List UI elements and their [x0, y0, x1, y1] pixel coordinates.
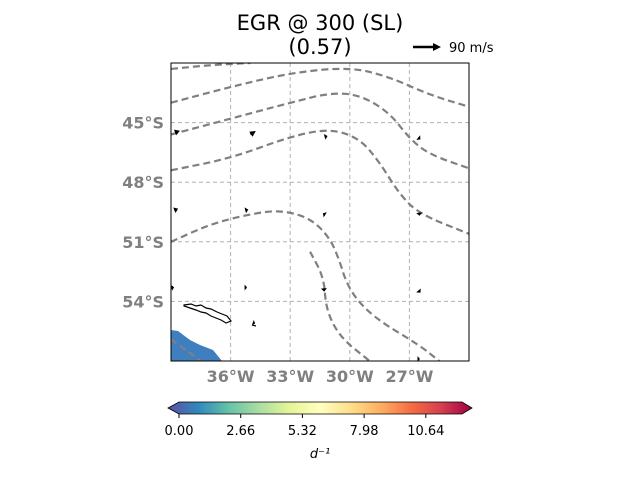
colorbar-tick-label-4: 10.64 — [407, 424, 444, 439]
longitude-tick-labels: 36°W 33°W 30°W 27°W — [207, 367, 434, 386]
wind-vector-5 — [244, 207, 249, 214]
wind-vector-7 — [416, 212, 423, 216]
wind-vector-0 — [174, 129, 180, 136]
contour-lines — [171, 63, 469, 361]
reference-arrow-head — [433, 43, 441, 51]
colorbar-unit-label: d⁻¹ — [310, 447, 330, 462]
wind-vector-3 — [416, 135, 421, 140]
wind-vector-4 — [173, 207, 179, 214]
colorbar-gradient — [167, 401, 473, 415]
wind-vector-8 — [171, 284, 175, 291]
lat-label-0: 45°S — [122, 114, 164, 133]
contour-line-3 — [171, 129, 469, 235]
reference-vector-key: 90 m/s — [413, 41, 494, 56]
map-title-line-1: EGR @ 300 (SL) — [236, 11, 404, 35]
low-egr-filled-region — [171, 330, 222, 361]
wind-vector-10 — [320, 288, 327, 292]
contour-line-2 — [171, 92, 469, 170]
lon-label-3: 27°W — [385, 367, 433, 386]
colorbar-tick-label-1: 2.66 — [226, 424, 255, 439]
contour-line-0 — [171, 63, 251, 71]
map-background — [171, 63, 469, 361]
small-islet — [251, 324, 257, 327]
map-title-line-2: (0.57) — [288, 35, 352, 59]
lat-label-2: 51°S — [122, 233, 164, 252]
contour-line-1 — [171, 67, 469, 108]
latitude-tick-labels: 45°S 48°S 51°S 54°S — [122, 114, 164, 312]
lon-label-2: 30°W — [326, 367, 374, 386]
reference-vector-label: 90 m/s — [449, 41, 494, 56]
wind-vector-12 — [251, 319, 256, 326]
colorbar-tick-label-0: 0.00 — [165, 424, 194, 439]
colorbar-tick-label-2: 5.32 — [288, 424, 317, 439]
lon-label-1: 33°W — [266, 367, 314, 386]
lat-label-3: 54°S — [122, 292, 164, 311]
colorbar-tick-label-3: 7.98 — [350, 424, 379, 439]
lon-label-0: 36°W — [207, 367, 255, 386]
contour-line-4 — [171, 210, 440, 361]
wind-vectors — [171, 129, 423, 361]
contour-line-6 — [309, 251, 371, 361]
wind-vector-1 — [249, 130, 256, 137]
wind-vector-11 — [416, 288, 421, 293]
map-frame — [170, 62, 470, 362]
colorbar-ticks: 0.00 2.66 5.32 7.98 10.64 — [165, 414, 444, 439]
map-panel — [170, 62, 470, 362]
island-outline — [183, 303, 232, 324]
wind-vector-9 — [244, 284, 247, 291]
coastline-south-georgia — [183, 303, 257, 327]
wind-vector-2 — [323, 133, 328, 140]
wind-vector-6 — [322, 212, 327, 218]
lat-label-1: 48°S — [122, 173, 164, 192]
wind-vector-13 — [417, 356, 420, 361]
colorbar: 0.00 2.66 5.32 7.98 10.64 d⁻¹ — [165, 401, 473, 462]
